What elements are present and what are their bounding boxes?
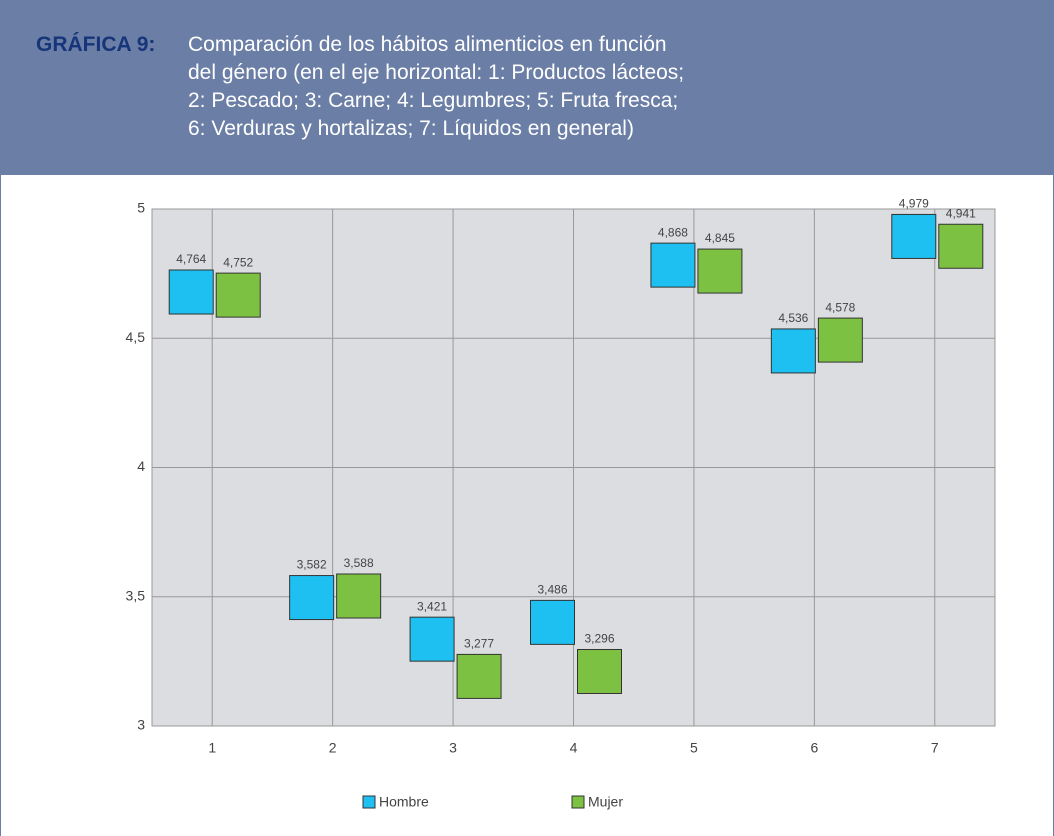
legend-label: Mujer [588,794,623,810]
value-label: 3,486 [537,583,567,597]
x-tick-label: 1 [208,740,216,756]
x-tick-label: 5 [690,740,698,756]
title-line: del género (en el eje horizontal: 1: Pro… [188,61,685,84]
value-label: 3,588 [344,556,374,570]
value-label: 3,421 [417,599,447,613]
value-label: 4,845 [705,231,735,245]
x-tick-label: 4 [570,740,578,756]
value-label: 3,582 [297,558,327,572]
legend-label: Hombre [379,794,429,810]
value-label: 3,296 [584,632,614,646]
y-tick-label: 4,5 [126,329,146,345]
title-line: 6: Verduras y hortalizas; 7: Líquidos en… [188,117,634,140]
title-label: GRÁFICA 9: [36,33,156,56]
marker [456,653,502,699]
marker [770,328,816,374]
legend-swatch [571,795,585,809]
value-label: 3,277 [464,637,494,651]
value-label: 4,868 [658,225,688,239]
legend-swatch [362,795,376,809]
marker [697,248,743,294]
value-label: 4,941 [946,206,976,220]
y-tick-label: 4 [137,458,145,474]
y-tick-label: 3 [137,717,145,733]
value-label: 4,536 [778,311,808,325]
marker [817,317,863,363]
value-label: 4,752 [223,255,253,269]
marker [409,616,455,662]
x-tick-label: 7 [931,740,939,756]
x-tick-label: 3 [449,740,457,756]
marker [215,272,261,318]
marker [168,269,214,315]
marker [336,573,382,619]
title-line: 2: Pescado; 3: Carne; 4: Legumbres; 5: F… [188,89,679,112]
marker [650,242,696,288]
header: GRÁFICA 9: Comparación de los hábitos al… [0,0,1054,175]
marker [530,599,575,645]
y-tick-label: 3,5 [126,587,146,603]
marker [891,213,937,259]
y-tick-label: 5 [137,200,145,216]
marker [289,575,335,621]
x-tick-label: 2 [329,740,337,756]
value-label: 4,578 [825,300,855,314]
x-tick-label: 6 [810,740,818,756]
value-label: 4,979 [899,197,929,211]
title-line: Comparación de los hábitos alimenticios … [188,33,667,56]
marker [938,223,984,269]
marker [577,648,622,694]
value-label: 4,764 [176,252,206,266]
